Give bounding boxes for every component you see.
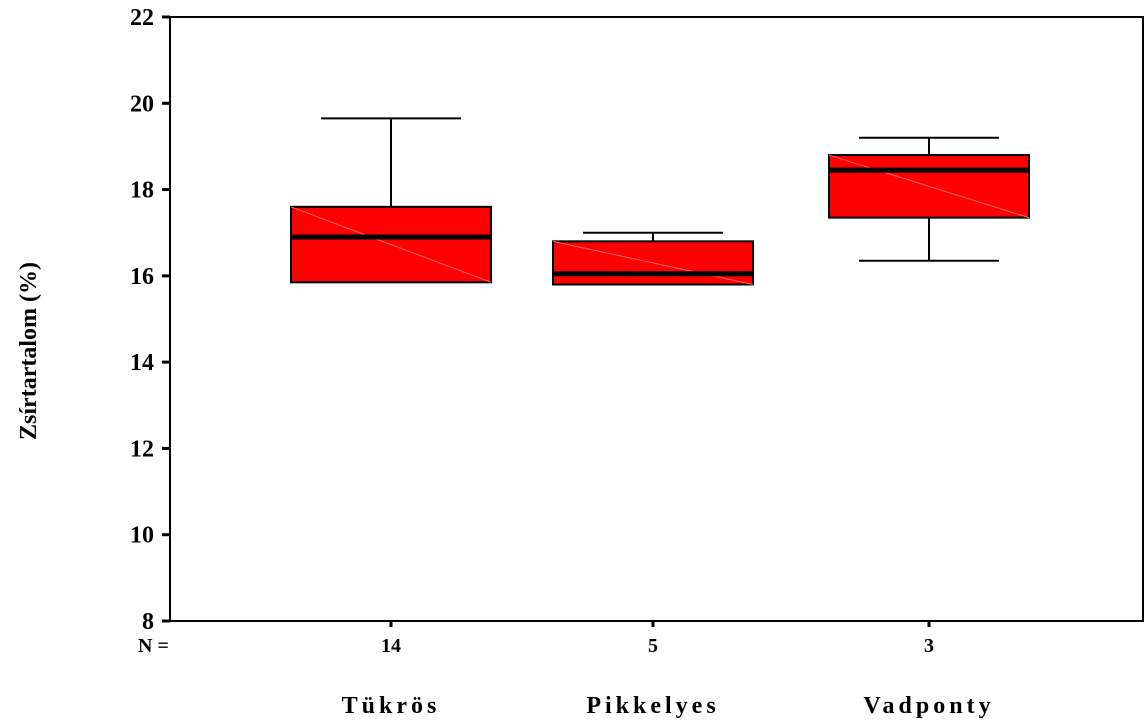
plot-frame [169,16,1144,622]
category-label: Tükrös [342,693,441,719]
n-labels: 14 5 3 [381,621,934,657]
box-diagonal [552,240,754,285]
category-labels: Tükrös Pikkelyes Vadponty [342,693,994,719]
box-2 [552,231,754,286]
y-tick-label: 16 [130,264,154,290]
box-3 [828,136,1030,262]
box-1 [290,117,492,284]
category-label: Pikkelyes [586,693,719,719]
box-diagonal [290,206,492,283]
y-tick-label: 8 [142,609,154,635]
y-tick-label: 12 [130,436,154,462]
y-tick-label: 18 [130,178,154,204]
y-axis: 8 10 12 14 16 18 20 22 [130,5,170,635]
boxes [290,117,1030,286]
y-tick-label: 22 [130,5,154,31]
n-prefix-label: N = [138,635,169,657]
n-value-label: 14 [381,635,401,657]
y-tick-label: 14 [130,350,154,376]
y-axis-label: Zsírtartalom (%) [16,262,42,440]
y-tick-label: 20 [130,91,154,117]
n-value-label: 5 [648,635,658,657]
n-value-label: 3 [924,635,934,657]
plot-area-border [169,16,1144,622]
y-tick-label: 10 [130,523,154,549]
category-label: Vadponty [863,693,994,719]
box-diagonal [828,154,1030,219]
